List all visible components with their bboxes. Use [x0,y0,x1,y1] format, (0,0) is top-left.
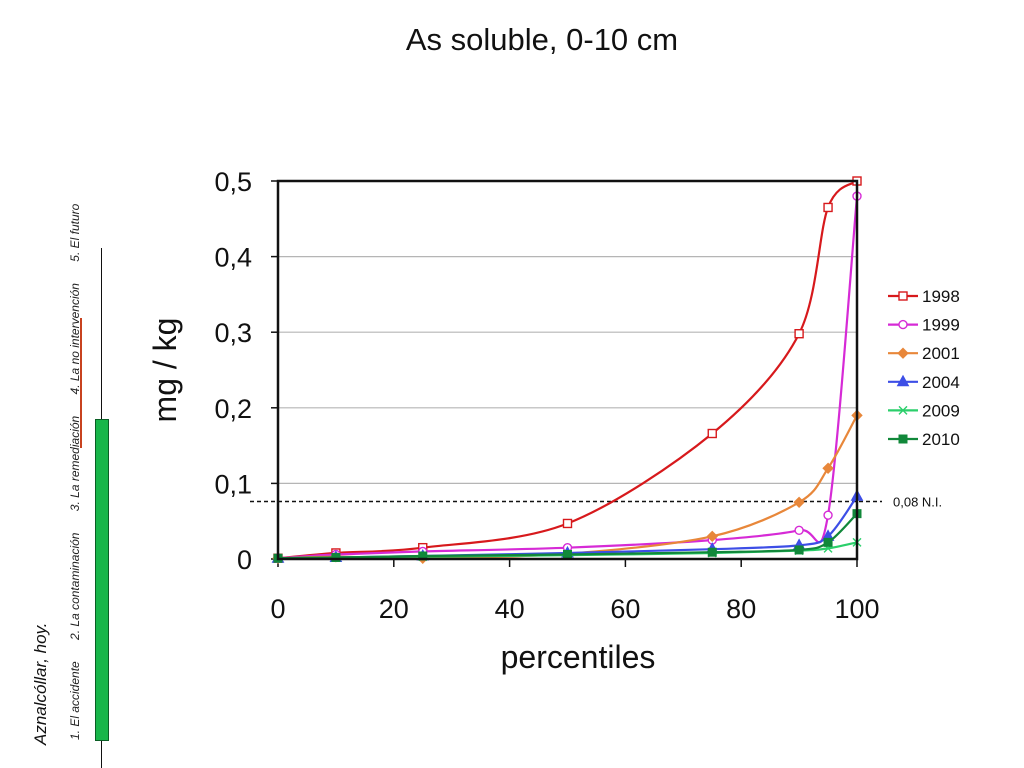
legend-marker [898,319,908,330]
series-1999 [273,191,862,563]
legend-label: 1998 [922,287,960,306]
legend-label: 1999 [922,316,960,335]
legend-item-2004: 2004 [888,373,960,392]
legend-item-2010: 2010 [888,430,960,449]
x-tick-label: 0 [270,594,285,624]
x-tick-label: 80 [726,594,756,624]
series-2001 [272,409,863,564]
x-tick-labels: 0 20 40 60 80 100 [270,594,879,624]
series-1998 [273,176,862,563]
y-tick-label: 0,2 [214,394,252,424]
x-tick-label: 40 [495,594,525,624]
data-point [563,549,572,559]
legend-marker [898,291,908,301]
series-group [271,176,864,564]
legend-marker [898,434,908,444]
legend-marker [896,374,910,387]
legend-item-2001: 2001 [888,344,960,363]
data-point [707,428,717,439]
data-point [331,552,341,562]
reference-line-group: 0,08 N.I. [250,495,942,510]
legend-marker [898,405,908,415]
legend: 1998 1999 2001 2004 2009 2010 [888,287,960,449]
data-point [707,547,717,557]
plot-frame [276,179,859,561]
legend-label: 2009 [922,401,960,420]
series-line [277,180,858,560]
chart-title: As soluble, 0-10 cm [405,22,679,57]
x-tick-label: 60 [610,594,640,624]
data-point [793,496,805,509]
reference-line-label: 0,08 N.I. [893,495,942,510]
legend-label: 2001 [922,344,960,363]
legend-label: 2010 [922,430,960,449]
legend-item-1998: 1998 [888,287,960,306]
y-tick-label: 0,4 [214,243,252,273]
x-tick-label: 20 [379,594,409,624]
y-tick-labels: 0 0,1 0,2 0,3 0,4 0,5 [214,167,252,575]
x-axis-label: percentiles [501,639,656,675]
series-line [277,512,858,560]
x-tick-label: 100 [834,594,879,624]
legend-item-1999: 1999 [888,316,960,335]
data-point [794,545,804,555]
data-point [823,537,833,547]
y-tick-label: 0 [237,545,252,575]
legend-marker [897,347,909,359]
y-tick-label: 0,3 [214,318,252,348]
series-line [277,414,858,560]
y-tick-label: 0,1 [214,469,252,499]
data-point [794,329,804,339]
progress-bar [95,419,109,741]
data-point [562,518,573,529]
data-point [822,462,834,474]
y-axis-label: mg / kg [147,318,183,423]
section-indicator [80,318,82,448]
legend-label: 2004 [922,373,960,392]
data-point [706,530,718,543]
data-point [823,510,833,520]
legend-item-2009: 2009 [888,401,960,420]
data-point [823,202,833,213]
y-tick-label: 0,5 [214,167,252,197]
grid-lines [271,180,858,567]
data-point [794,525,804,535]
